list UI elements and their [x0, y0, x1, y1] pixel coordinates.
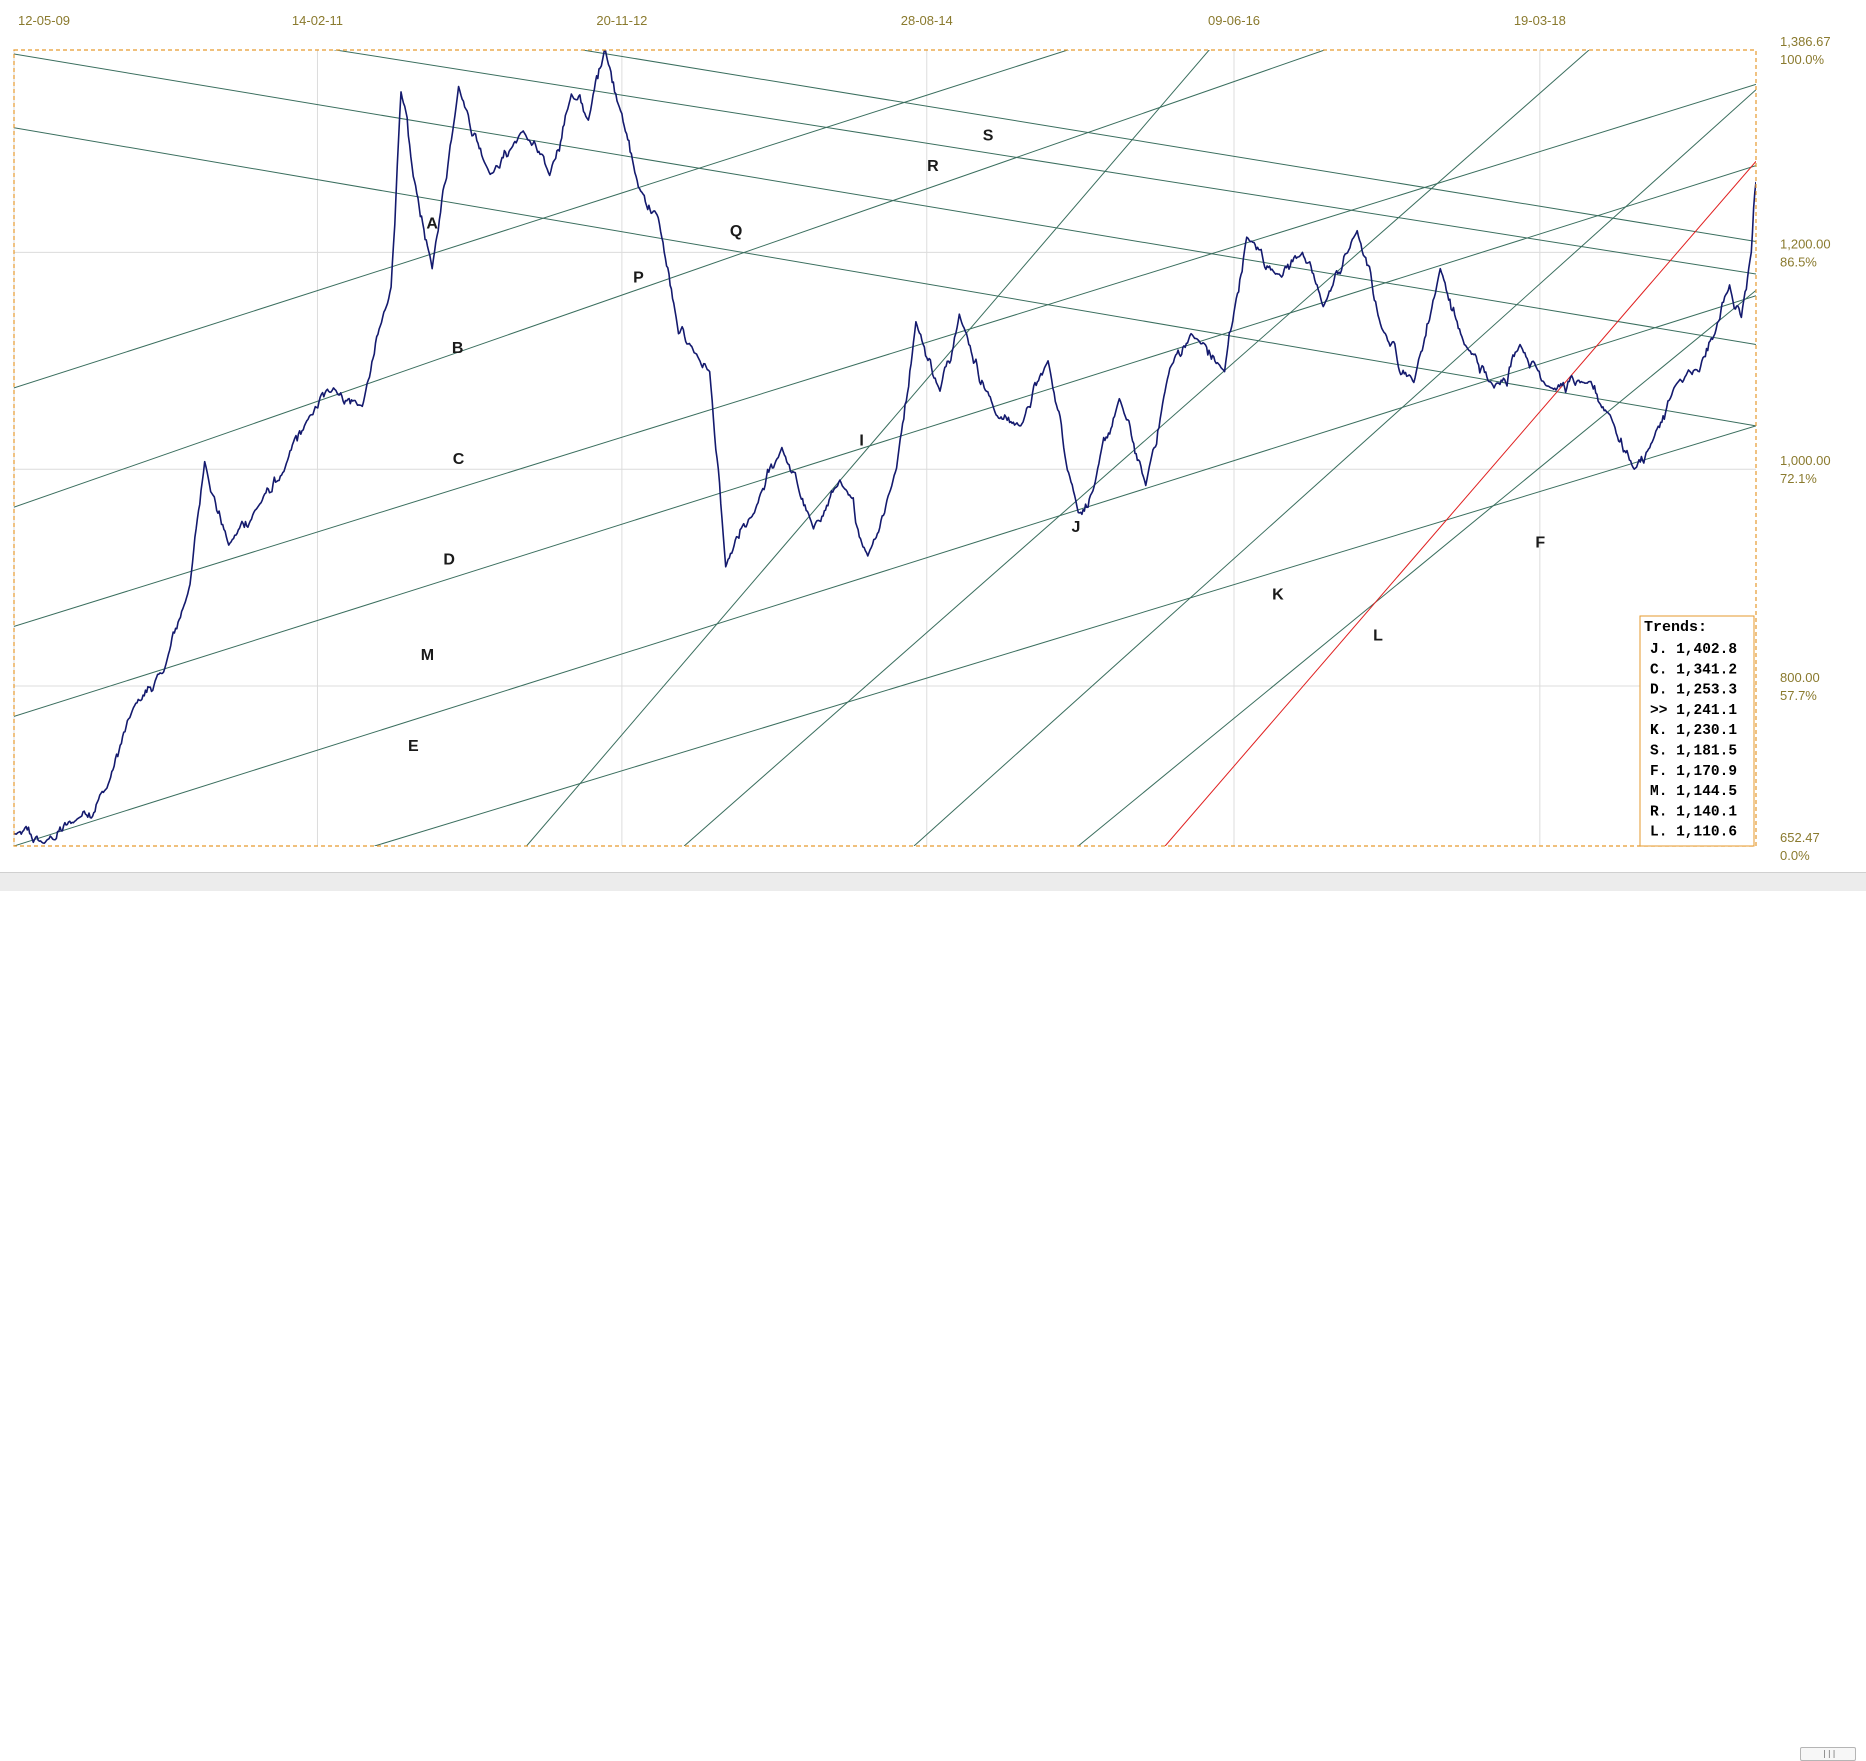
x-tick-label: 28-08-14 — [901, 13, 953, 28]
y-tick-percent: 0.0% — [1780, 848, 1810, 863]
legend-title: Trends: — [1644, 619, 1707, 636]
trendline-k — [913, 89, 1756, 846]
legend-box — [1639, 615, 1755, 847]
legend-item: F. 1,170.9 — [1650, 764, 1737, 780]
legend-item: M. 1,144.5 — [1650, 784, 1737, 800]
trendline-e — [374, 425, 1756, 846]
trendline-layer — [14, 50, 1756, 846]
trend-label-d: D — [443, 552, 455, 569]
x-axis-ticks: 12-05-09 14-02-11 20-11-12 28-08-14 09-06-16… — [18, 13, 1566, 28]
legend-item: C. 1,341.2 — [1650, 662, 1737, 678]
trend-label-k: K — [1272, 586, 1284, 603]
trendline-d — [14, 83, 1756, 627]
legend-item: S. 1,181.5 — [1650, 744, 1737, 760]
price-line-layer — [14, 50, 1756, 845]
x-tick-label: 20-11-12 — [596, 13, 647, 28]
legend-item: K. 1,230.1 — [1650, 723, 1737, 739]
y-tick-label: 1,000.00 — [1780, 453, 1831, 468]
y-tick-percent: 72.1% — [1780, 471, 1817, 486]
legend-item: L. 1,110.6 — [1650, 825, 1737, 841]
trend-label-i: I — [859, 432, 863, 449]
trend-label-b: B — [452, 340, 464, 357]
trendline-p — [14, 53, 1756, 346]
trend-label-p: P — [633, 270, 644, 287]
trend-label-layer: A Q P R S B C D M E I J K L F — [408, 128, 1545, 755]
legend-item: R. 1,140.1 — [1650, 804, 1737, 820]
price-series-line — [14, 50, 1756, 845]
trend-label-a: A — [426, 216, 438, 233]
x-tick-label: 14-02-11 — [292, 13, 343, 28]
y-tick-percent: 86.5% — [1780, 254, 1817, 269]
scrollbar-thumb[interactable]: ||| — [1800, 1747, 1856, 1761]
trend-label-m: M — [421, 647, 434, 664]
trendline-i — [526, 50, 1210, 846]
y-tick-percent: 57.7% — [1780, 688, 1817, 703]
plot-frame — [13, 49, 1757, 847]
trend-label-s: S — [983, 128, 994, 145]
trend-label-q: Q — [730, 223, 742, 240]
trend-label-f: F — [1535, 534, 1545, 551]
x-tick-label: 09-06-16 — [1208, 13, 1260, 28]
legend-item: J. 1,402.8 — [1650, 642, 1737, 658]
trendline-r — [333, 50, 1756, 275]
y-tick-label: 1,386.67 — [1780, 34, 1831, 49]
trendline-s — [580, 50, 1756, 243]
y-tick-label: 1,200.00 — [1780, 236, 1831, 251]
trend-label-c: C — [453, 451, 465, 468]
legend-item: D. 1,253.3 — [1650, 683, 1737, 699]
trendline-b — [14, 50, 1069, 389]
grid-lines — [13, 50, 1756, 846]
x-tick-label: 19-03-18 — [1514, 13, 1566, 28]
horizontal-scrollbar[interactable]: ||| — [0, 872, 1866, 1761]
y-tick-label: 652.47 — [1780, 830, 1820, 845]
trendline-a — [14, 127, 1756, 427]
trendline-j — [683, 50, 1590, 846]
x-tick-label: 12-05-09 — [18, 13, 70, 28]
trend-label-j: J — [1071, 519, 1080, 536]
trendline-m — [14, 295, 1756, 846]
legend-item: >> 1,241.1 — [1650, 703, 1737, 719]
y-tick-label: 800.00 — [1780, 670, 1820, 685]
grip-icon: ||| — [1822, 1749, 1837, 1758]
y-axis-ticks: 1,386.67 100.0% 1,200.00 86.5% 1,000.00 72.1%… — [1780, 34, 1831, 863]
y-tick-percent: 100.0% — [1780, 52, 1825, 67]
trend-label-l: L — [1373, 628, 1383, 645]
price-chart: A Q P R S B C D M E I J K L F 12-05-09 14-02-11 20-11-12… — [13, 13, 1831, 863]
trend-label-r: R — [927, 158, 939, 175]
trendline-g — [14, 165, 1756, 717]
trend-label-e: E — [408, 738, 419, 755]
trendline-l — [1077, 289, 1756, 846]
trends-legend: Trends: J. 1,402.8 C. 1,341.2 D. 1,253.3 >>… — [1639, 615, 1755, 847]
trendline-f — [1164, 160, 1756, 846]
